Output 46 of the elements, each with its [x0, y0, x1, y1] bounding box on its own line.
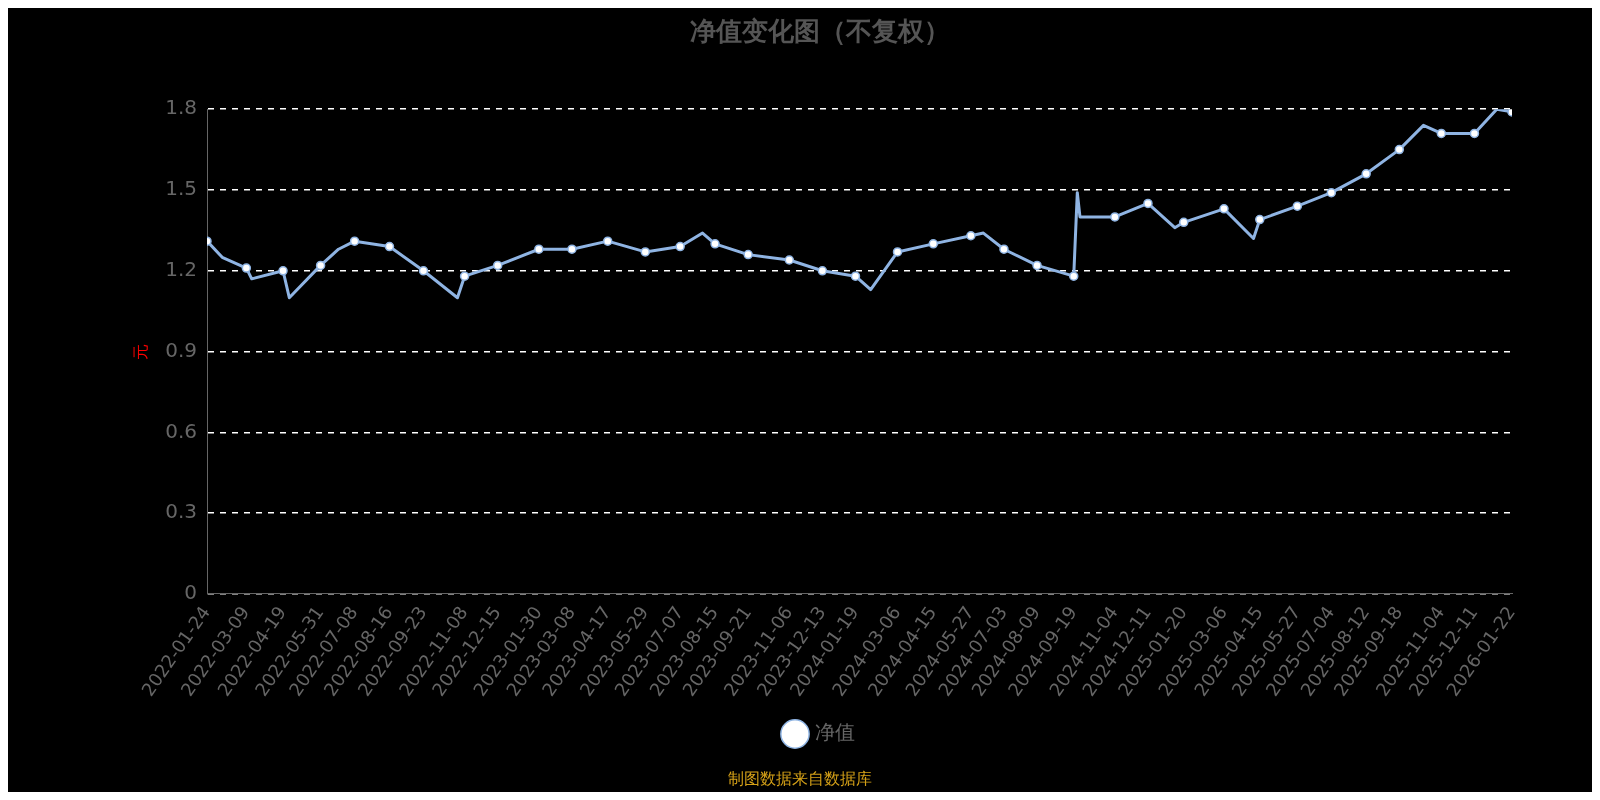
point — [675, 241, 685, 252]
point — [534, 244, 544, 254]
point — [710, 239, 720, 249]
point — [418, 266, 429, 276]
point — [892, 247, 903, 257]
y-tick-label: 1.8 — [165, 95, 198, 120]
y-tick-label: 1.5 — [165, 176, 198, 201]
point — [1178, 217, 1189, 228]
point — [349, 236, 360, 246]
y-tick-label: 0.9 — [165, 337, 198, 362]
point — [278, 266, 288, 276]
point — [459, 271, 470, 281]
point — [1219, 204, 1229, 214]
point — [1068, 271, 1079, 281]
y-tick-label: 0 — [184, 580, 198, 605]
point — [928, 239, 939, 249]
point — [241, 263, 252, 273]
point — [492, 260, 503, 271]
point — [1292, 201, 1303, 211]
point — [384, 241, 395, 252]
point — [850, 271, 861, 281]
point — [1361, 169, 1371, 179]
chart-title: 净值变化图（不复权） — [690, 16, 950, 47]
point — [817, 266, 828, 276]
legend-label: 净值 — [815, 720, 855, 745]
y-tick-label: 1.2 — [165, 256, 198, 281]
point — [640, 247, 651, 257]
point — [315, 260, 326, 271]
point — [567, 244, 577, 254]
point — [1326, 187, 1337, 198]
point — [1469, 128, 1480, 139]
point — [999, 244, 1009, 254]
point — [1436, 128, 1447, 139]
y-tick-label: 0.6 — [165, 418, 198, 443]
text: 制图数据来自数据库 — [728, 769, 872, 789]
y-tick-label: 0.3 — [165, 499, 198, 524]
point — [602, 236, 613, 246]
point — [1255, 214, 1265, 225]
point — [1110, 212, 1120, 222]
y-axis-title: 元 — [130, 343, 150, 360]
point — [784, 255, 795, 265]
point — [966, 231, 976, 241]
point — [1143, 198, 1153, 209]
point — [1394, 144, 1405, 155]
point — [743, 249, 753, 260]
point — [1032, 260, 1042, 271]
